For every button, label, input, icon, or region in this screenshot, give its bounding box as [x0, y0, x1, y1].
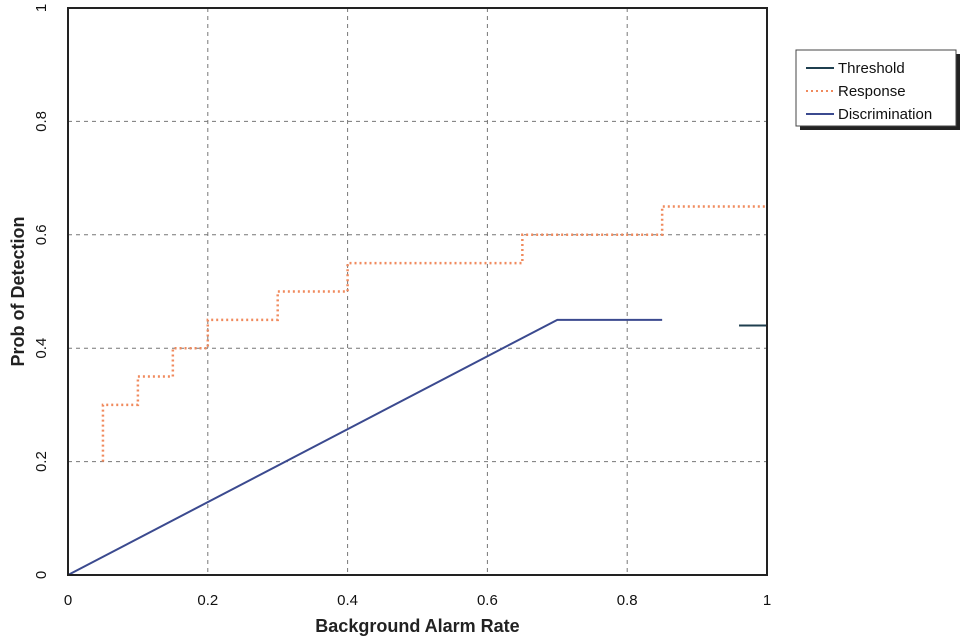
x-tick-label: 0 — [64, 592, 72, 609]
legend-label-threshold: Threshold — [838, 60, 905, 77]
legend-label-discrimination: Discrimination — [838, 106, 932, 123]
y-axis-title: Prob of Detection — [8, 216, 28, 366]
x-axis-title: Background Alarm Rate — [315, 616, 519, 636]
y-tick-label: 1 — [33, 4, 50, 12]
y-tick-label: 0 — [33, 571, 50, 579]
series-response-line — [101, 205, 767, 462]
x-tick-label: 0.4 — [337, 592, 358, 609]
x-tick-label: 0.2 — [197, 592, 218, 609]
series-layer — [67, 205, 767, 576]
y-tick-label: 0.8 — [33, 111, 50, 132]
grid — [68, 8, 767, 575]
x-tick-label: 1 — [763, 592, 771, 609]
series-discrimination-line — [67, 318, 663, 576]
y-tick-label: 0.4 — [33, 338, 50, 359]
x-tick-label: 0.6 — [477, 592, 498, 609]
legend-label-response: Response — [838, 83, 906, 100]
x-tick-label: 0.8 — [617, 592, 638, 609]
tick-labels: 0 0.2 0.4 0.6 0.8 1 0 0.2 0.4 0.6 0.8 1 — [33, 4, 771, 609]
y-tick-label: 0.6 — [33, 224, 50, 245]
plot-area-frame — [67, 7, 768, 576]
legend: Threshold Response Discrimination — [795, 49, 960, 130]
y-tick-label: 0.2 — [33, 451, 50, 472]
